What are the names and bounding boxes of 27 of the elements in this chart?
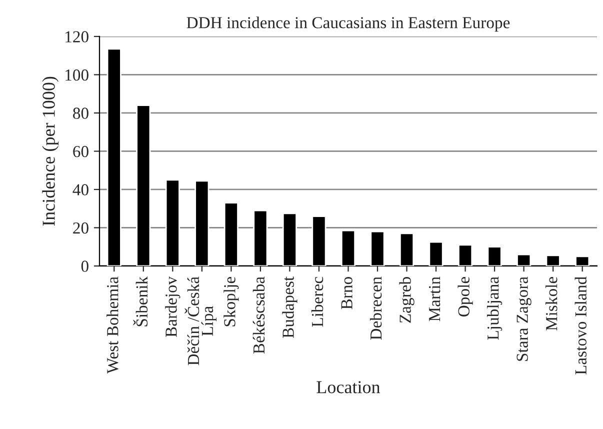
y-axis-title: Incidence (per 1000): [42, 76, 59, 226]
x-tick-label: Bardejov: [165, 276, 180, 338]
y-tick-label: 80: [73, 108, 88, 119]
y-tick-label: 40: [72, 184, 88, 196]
x-tick-label: Děčín /Česká Lípa: [184, 276, 216, 366]
x-tick-label: Šibenik: [133, 276, 148, 326]
x-tick-label: Liberec: [311, 276, 324, 327]
y-tick-label: 0: [81, 260, 88, 272]
x-tick-label: Stara Zagora: [516, 276, 532, 361]
x-tick-label: Debrecen: [370, 276, 382, 340]
y-tick-label: 60: [73, 146, 88, 158]
x-tick-label: Miskole: [546, 276, 558, 331]
y-tick-label: 20: [73, 222, 88, 234]
y-tick-label: 120: [66, 31, 88, 42]
x-tick-label: Opole: [458, 276, 473, 316]
x-tick-label: Zagreb: [399, 277, 414, 323]
x-tick-label: West Bohemia: [106, 276, 118, 374]
x-tick-label: Budapest: [282, 276, 298, 338]
chart-title: DDH incidence in Caucasians in Eastern Europe: [186, 16, 510, 32]
x-tick-label: Skoplje: [224, 276, 239, 326]
x-tick-label: Lastovo Island: [574, 276, 587, 375]
x-tick-label: Ljubljana: [486, 276, 502, 340]
x-tick-label: Martin: [428, 276, 440, 322]
x-tick-label: Békéscsaba: [252, 276, 265, 354]
x-axis-title: Location: [316, 381, 380, 394]
x-tick-label: Brno: [341, 277, 352, 310]
y-tick-label: 100: [66, 69, 88, 81]
